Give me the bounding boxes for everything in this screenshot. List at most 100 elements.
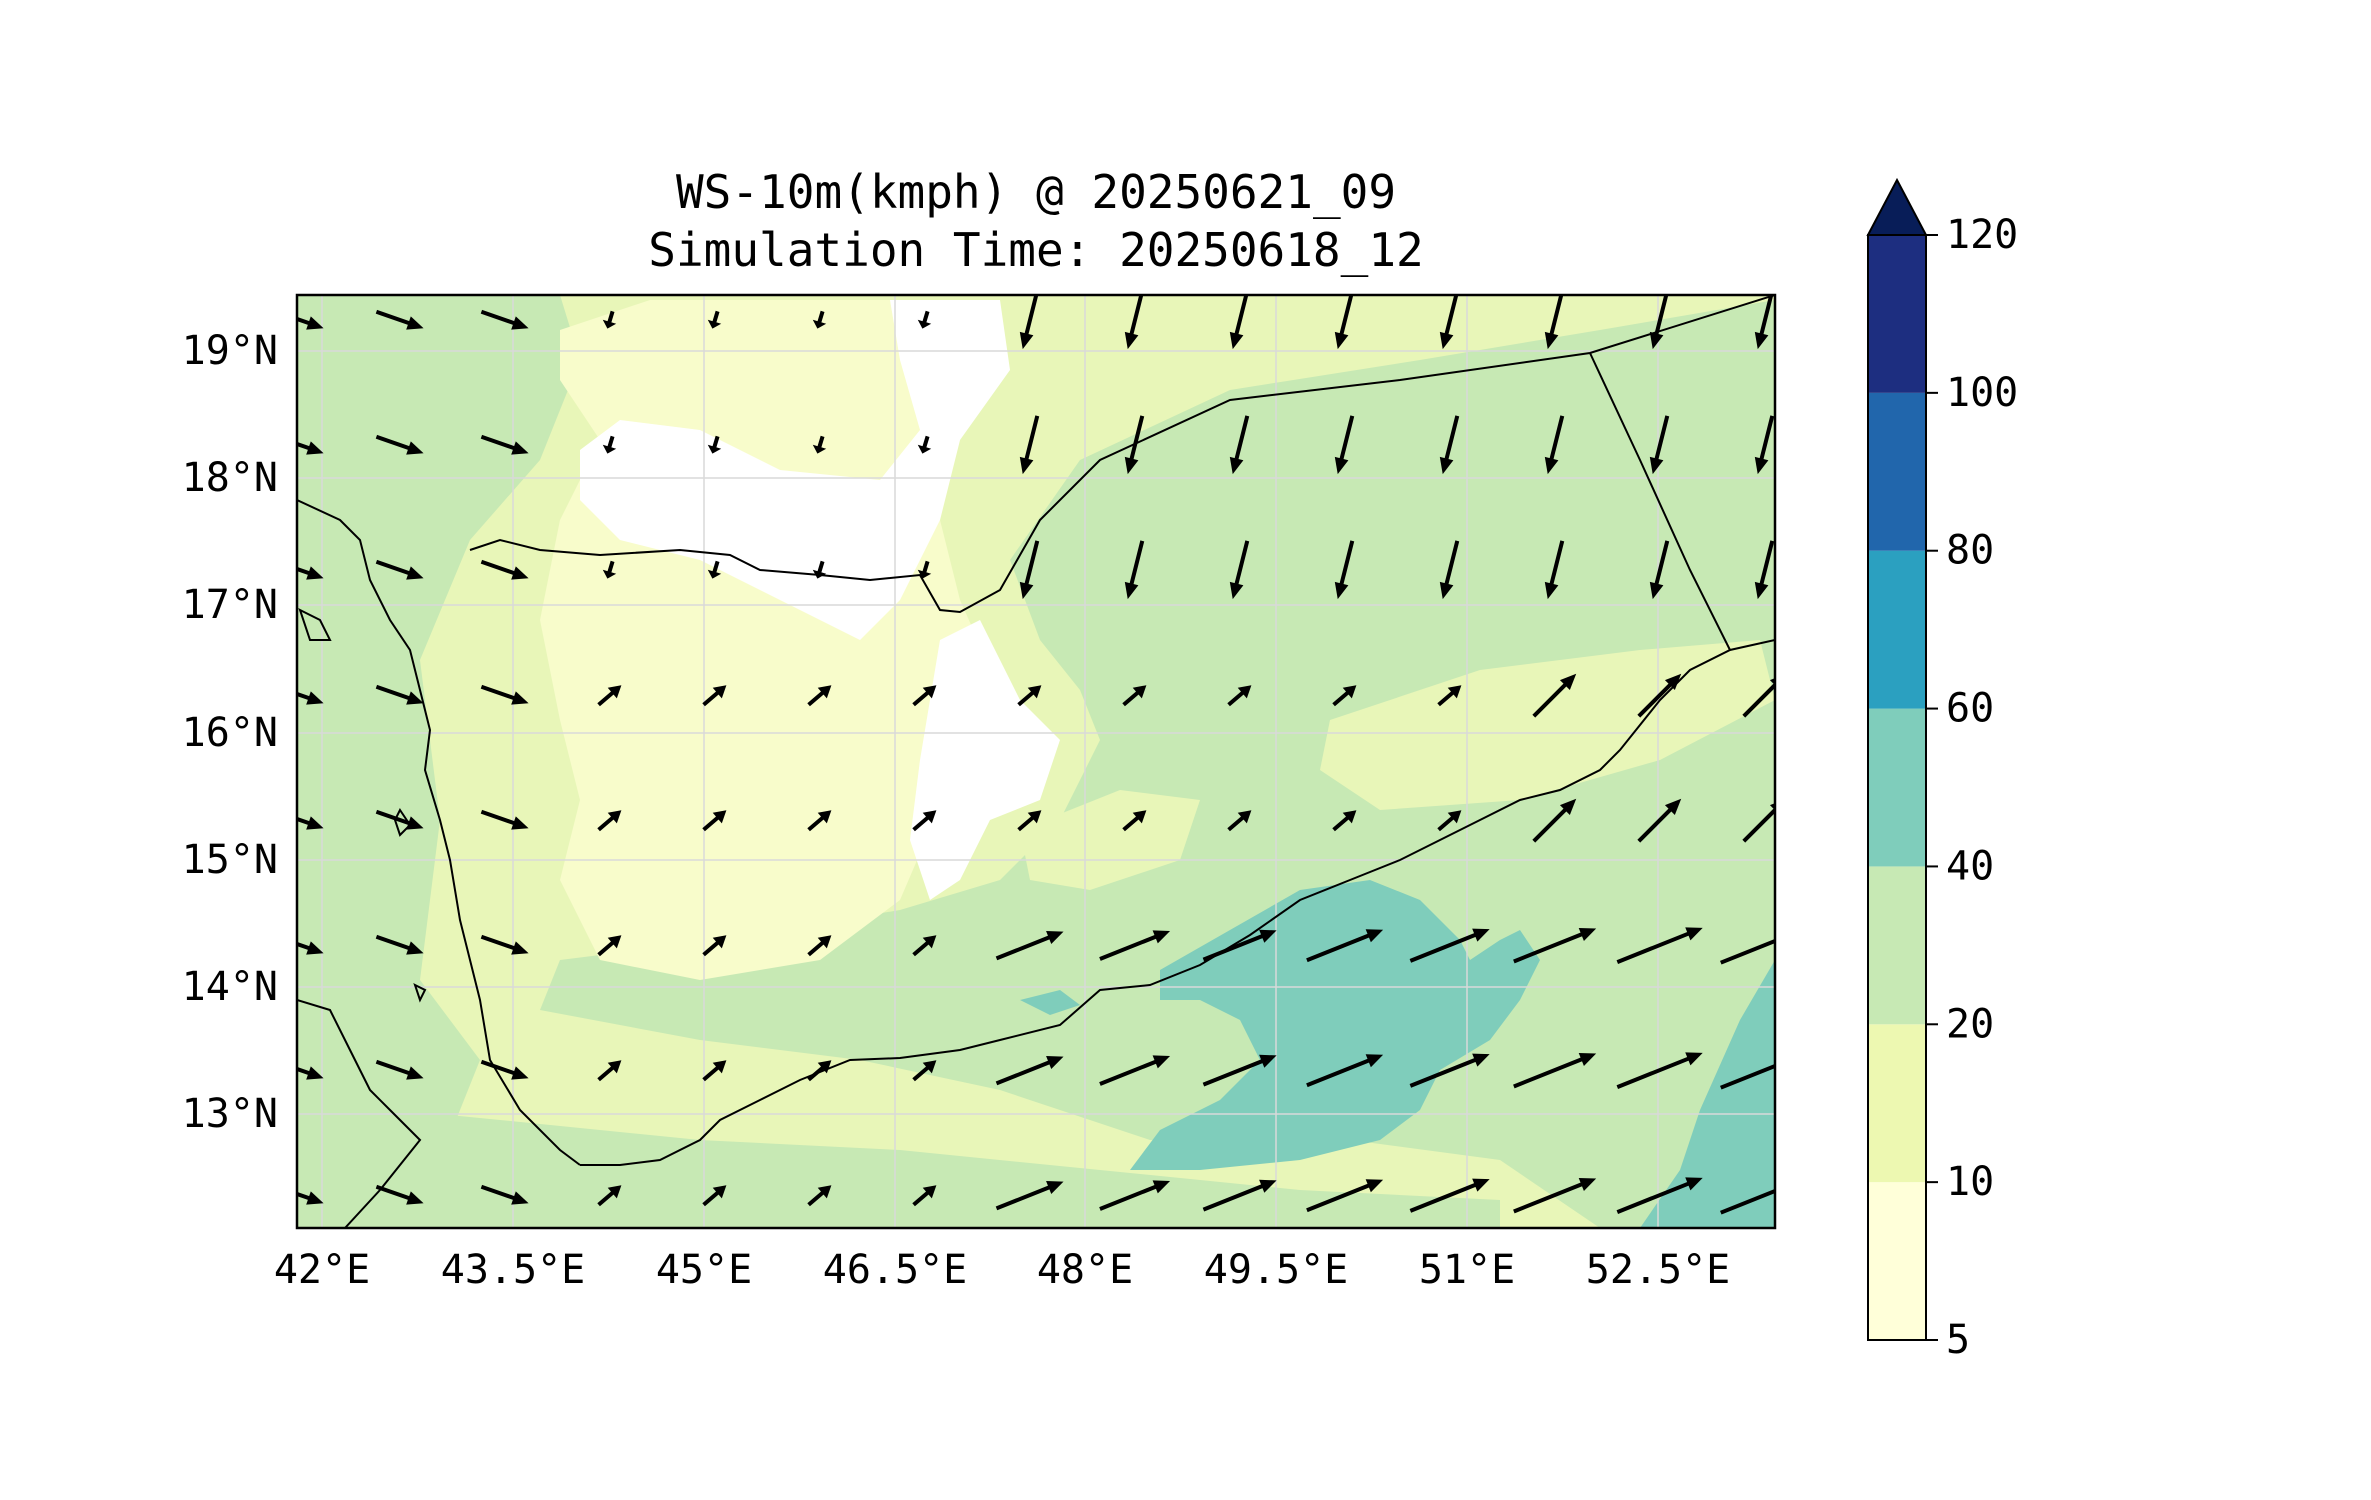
- wind-vector-head: [1447, 685, 1462, 699]
- wind-vector-head: [1152, 930, 1171, 944]
- wind-vector-head: [1649, 581, 1664, 600]
- wind-vector-shaft: [1409, 1057, 1479, 1088]
- wind-vector-shaft: [1720, 1188, 1775, 1215]
- wind-vector-shaft: [375, 934, 413, 951]
- wind-vector-shaft: [1742, 682, 1775, 718]
- wind-vector-shaft: [607, 560, 615, 574]
- wind-vector-head: [1754, 331, 1769, 350]
- wind-vector-shaft: [1720, 1063, 1775, 1090]
- wind-vector-head: [1578, 1052, 1597, 1066]
- wind-vector-head: [1124, 581, 1139, 600]
- wind-vector-shaft: [480, 1059, 518, 1076]
- wind-vector-shaft: [375, 309, 413, 326]
- colorbar-extend-arrow: [1866, 177, 1928, 236]
- wind-vector-head: [1559, 673, 1577, 691]
- wind-vector-head: [1046, 1181, 1064, 1195]
- wind-vector-head: [1132, 685, 1147, 699]
- colorbar-segment: [1868, 1024, 1926, 1183]
- wind-vector-shaft: [480, 309, 518, 326]
- wind-vector-head: [607, 1060, 622, 1074]
- wind-vector-head: [817, 935, 832, 949]
- wind-vector-head: [707, 444, 722, 454]
- wind-vector-shaft: [1202, 933, 1266, 962]
- wind-vector-head: [1649, 456, 1664, 475]
- wind-vector-shaft: [817, 560, 825, 574]
- lat-tick: 14°N: [182, 964, 278, 1010]
- wind-vector-head: [817, 685, 832, 699]
- wind-vector-shaft: [1409, 932, 1479, 963]
- lon-tick: 46.5°E: [823, 1247, 968, 1293]
- shade-lt5-north: [580, 300, 1010, 640]
- lon-tick: 43.5°E: [441, 1247, 586, 1293]
- wind-vector-head: [1472, 1053, 1490, 1067]
- wind-vector-head: [511, 691, 529, 705]
- wind-vector-head: [1027, 810, 1042, 824]
- wind-vector-head: [1447, 810, 1462, 824]
- wind-vector-shaft: [1443, 540, 1460, 588]
- wind-vector-shaft: [480, 934, 518, 951]
- wind-vector-head: [712, 1060, 727, 1074]
- wind-vector-head: [1792, 1052, 1809, 1065]
- wind-vector-head: [1578, 1177, 1597, 1191]
- wind-vector-shaft: [817, 435, 825, 449]
- lon-tick: 49.5°E: [1204, 1247, 1349, 1293]
- wind-vector-shaft: [1023, 295, 1039, 338]
- wind-vector-shaft: [912, 689, 931, 707]
- wind-vector-shaft: [702, 1064, 721, 1082]
- wind-vector-shaft: [1338, 540, 1355, 588]
- wind-vector-shaft: [375, 1059, 413, 1076]
- colorbar-segment: [1868, 550, 1926, 709]
- wind-vector-head: [1544, 581, 1559, 600]
- wind-vector-shaft: [712, 560, 720, 574]
- colorbar-label: 5: [1946, 1317, 1970, 1363]
- wind-vector-head: [712, 685, 727, 699]
- wind-vector-head: [1769, 678, 1775, 686]
- wind-vector-shaft: [480, 434, 518, 451]
- wind-vector-shaft: [480, 1184, 518, 1201]
- wind-vector-shaft: [1409, 1182, 1479, 1213]
- wind-vector-shaft: [375, 434, 413, 451]
- wind-vector-head: [712, 935, 727, 949]
- wind-vector-shaft: [1532, 806, 1569, 843]
- wind-vector-head: [1334, 581, 1349, 600]
- wind-vector-head: [707, 569, 722, 579]
- wind-vector-shaft: [807, 939, 826, 957]
- wind-vector-head: [922, 685, 937, 699]
- wind-vector-shaft: [1437, 689, 1456, 707]
- colorbar-label: 100: [1946, 370, 2018, 416]
- wind-vector-shaft: [1758, 295, 1774, 338]
- wind-vector-head: [1152, 1180, 1171, 1194]
- colorbar-segment: [1868, 866, 1926, 1025]
- title-line-1: WS-10m(kmph) @ 20250621_09: [676, 165, 1396, 219]
- wind-vector-head: [1229, 456, 1244, 475]
- wind-vector-shaft: [1637, 681, 1674, 718]
- wind-vector-head: [1769, 803, 1775, 811]
- wind-vector-shaft: [1653, 415, 1670, 463]
- wind-vector-head: [812, 569, 827, 579]
- wind-vector-shaft: [1742, 807, 1775, 843]
- wind-vector-head: [1259, 1054, 1277, 1068]
- wind-vector-shaft: [297, 1066, 313, 1076]
- wind-vector-head: [511, 441, 529, 455]
- wind-vector-shaft: [597, 1064, 616, 1082]
- lat-tick: 13°N: [182, 1091, 278, 1137]
- wind-vector-head: [1649, 331, 1664, 350]
- wind-vector-head: [1334, 456, 1349, 475]
- wind-vector-shaft: [912, 814, 931, 832]
- wind-vector-shaft: [375, 1184, 413, 1201]
- wind-vector-shaft: [702, 689, 721, 707]
- wind-vector-head: [1046, 1056, 1064, 1070]
- wind-vector-head: [1334, 331, 1349, 350]
- wind-vector-shaft: [1338, 295, 1354, 338]
- wind-vector-shaft: [712, 435, 720, 449]
- wind-vector-shaft: [1306, 1182, 1372, 1213]
- wind-vector-head: [1237, 810, 1252, 824]
- wind-vector-head: [712, 1185, 727, 1199]
- shade-40-60-se: [1640, 960, 1775, 1228]
- wind-vector-head: [1685, 927, 1703, 941]
- wind-vector-head: [511, 1191, 529, 1205]
- wind-vector-head: [922, 1060, 937, 1074]
- colorbar: 5 10 20 40 60 80 100 120: [1866, 177, 2018, 1363]
- wind-vector-head: [1365, 929, 1384, 943]
- colorbar-label: 120: [1946, 212, 2018, 258]
